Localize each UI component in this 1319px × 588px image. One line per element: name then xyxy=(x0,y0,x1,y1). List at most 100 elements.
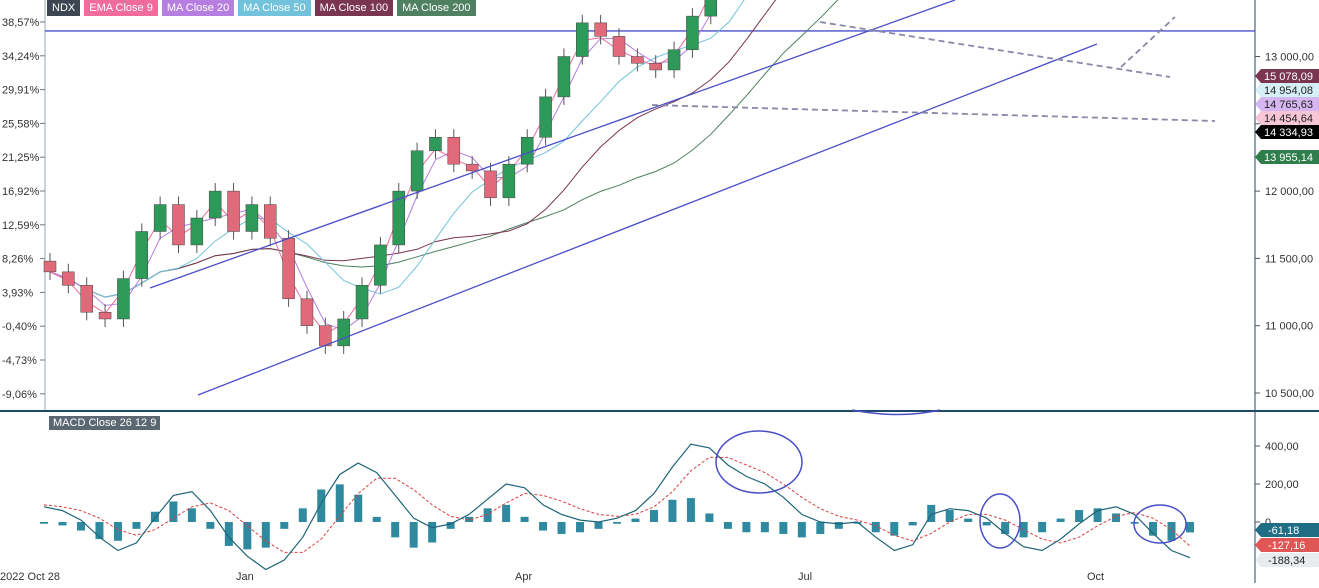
channel-lower xyxy=(197,43,1098,396)
candle-body xyxy=(447,137,461,165)
macd-histogram-bar xyxy=(742,522,751,533)
price-tick-label: 12 000,00 xyxy=(1265,186,1314,198)
candle-body xyxy=(686,15,699,51)
candle-body xyxy=(319,325,332,347)
x-tick-label: Apr xyxy=(515,571,532,583)
x-tick-label: Jan xyxy=(236,571,254,583)
macd-histogram-bar xyxy=(797,522,806,538)
price-badge-label: 14 454,64 xyxy=(1264,113,1313,125)
candle-body xyxy=(190,217,204,246)
chart-legend: NDX EMA Close 9 MA Close 20 MA Close 50 MA C… xyxy=(47,0,476,16)
candle-body xyxy=(612,36,626,57)
candle-body xyxy=(465,163,479,172)
macd-histogram-bar xyxy=(1093,508,1102,522)
macd-histogram-bar xyxy=(576,522,585,533)
macd-tick-label: 400,00 xyxy=(1265,441,1299,453)
percent-tick-label: 29,91% xyxy=(2,85,40,97)
macd-histogram-bar xyxy=(723,522,732,529)
candle-body xyxy=(62,271,75,286)
macd-histogram-bar xyxy=(1186,522,1194,533)
macd-histogram-bar xyxy=(132,522,141,529)
percent-tick-label: -4,73% xyxy=(2,355,37,367)
legend-item: EMA Close 9 xyxy=(84,0,158,16)
macd-histogram-bar xyxy=(686,498,695,522)
candle-body xyxy=(300,298,314,326)
candle-body xyxy=(392,190,405,246)
candle-body xyxy=(282,237,295,300)
macd-histogram-bar xyxy=(945,510,954,522)
macd-histogram-bar xyxy=(354,494,363,522)
macd-histogram-bar xyxy=(280,522,289,529)
x-tick-label: 2022 Oct 28 xyxy=(0,571,60,583)
macd-badge xyxy=(1255,538,1319,552)
candle-body xyxy=(539,96,552,138)
candle-body xyxy=(172,204,185,246)
percent-tick-label: 8,26% xyxy=(2,254,33,266)
ma100-line xyxy=(49,0,777,298)
candle-body xyxy=(264,204,277,239)
macd-histogram-bar xyxy=(871,522,880,533)
macd-histogram-bar xyxy=(1149,522,1158,536)
macd-histogram-bar xyxy=(335,484,344,522)
candle-body xyxy=(337,318,350,347)
dashed-trend-bottom xyxy=(651,104,1216,122)
macd-histogram-bar xyxy=(1167,522,1176,541)
candle-body xyxy=(484,170,497,199)
macd-histogram-bar xyxy=(779,522,788,534)
price-badge-label: 13 955,14 xyxy=(1264,152,1313,164)
macd-badge-label: -188,34 xyxy=(1268,555,1305,567)
macd-histogram-bar xyxy=(206,522,215,529)
price-badge xyxy=(1255,111,1319,125)
price-badge-label: 14 954,08 xyxy=(1264,85,1313,97)
percent-tick-label: -0,40% xyxy=(2,321,37,333)
macd-histogram-bar xyxy=(927,504,936,522)
macd-badge-label: -127,16 xyxy=(1268,540,1305,552)
candle-body xyxy=(557,56,571,98)
macd-histogram-bar xyxy=(668,499,677,522)
macd-histogram-bar xyxy=(187,508,196,522)
macd-histogram-bar xyxy=(95,522,104,540)
percent-tick-label: 16,92% xyxy=(2,186,40,198)
macd-histogram-bar xyxy=(1075,510,1084,522)
macd-histogram-bar xyxy=(1056,518,1065,522)
macd-histogram-bar xyxy=(261,522,270,548)
candle-body xyxy=(667,49,681,71)
macd-badge-label: -61,18 xyxy=(1268,525,1299,537)
macd-histogram-bar xyxy=(705,513,714,522)
price-badge xyxy=(1255,97,1319,111)
macd-histogram-bar xyxy=(760,522,769,533)
macd-label: MACD Close 26 12 9 xyxy=(49,416,161,430)
dashed-trend-top xyxy=(819,21,1171,78)
macd-histogram-bar xyxy=(446,522,455,529)
macd-histogram-bar xyxy=(391,522,400,538)
legend-item: MA Close 100 xyxy=(314,0,394,16)
price-badge-label: 14 765,63 xyxy=(1264,99,1313,111)
candle-body xyxy=(208,190,222,219)
macd-histogram-bar xyxy=(1001,522,1010,534)
candle-body xyxy=(649,62,662,71)
candle-body xyxy=(153,204,167,232)
candle-body xyxy=(594,22,607,37)
candle-body xyxy=(135,231,149,279)
macd-badge xyxy=(1255,553,1319,567)
price-tick-label: 13 000,00 xyxy=(1265,52,1314,64)
macd-histogram-bar xyxy=(1038,522,1047,533)
macd-histogram-bar xyxy=(243,522,252,550)
macd-histogram-bar xyxy=(465,516,474,522)
annotation-circle xyxy=(1133,504,1187,544)
macd-histogram-bar xyxy=(853,522,862,524)
macd-histogram-bar xyxy=(557,522,566,534)
macd-tick-label: 200,00 xyxy=(1265,479,1299,491)
price-badge xyxy=(1255,69,1319,83)
annotation-circle xyxy=(715,430,803,494)
candle-body xyxy=(227,190,240,232)
candle-body xyxy=(429,137,442,151)
macd-histogram-bar xyxy=(594,522,603,529)
price-badge xyxy=(1255,125,1319,139)
x-tick-label: Jul xyxy=(798,571,812,583)
macd-histogram-bar xyxy=(317,489,326,522)
macd-histogram-bar xyxy=(502,504,511,522)
macd-line xyxy=(43,443,1191,571)
macd-histogram-bar xyxy=(649,510,658,522)
price-tick-label: 10 500,00 xyxy=(1265,388,1314,400)
